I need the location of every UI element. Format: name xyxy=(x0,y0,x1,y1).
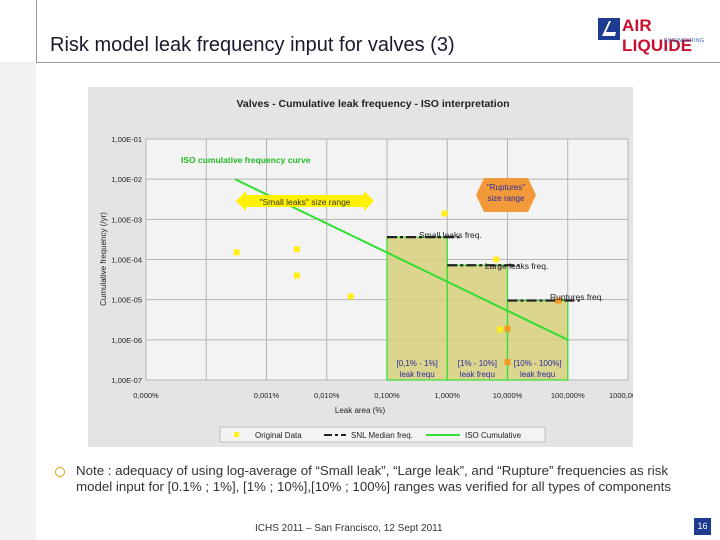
header-left-rule xyxy=(36,0,37,62)
logo-text: AIR LIQUIDE xyxy=(622,16,693,55)
y-tick-label: 1,00E-02 xyxy=(112,175,142,184)
legend-box xyxy=(219,426,546,443)
x-tick-label: 100,000% xyxy=(551,391,585,400)
page-number: 16 xyxy=(694,518,711,535)
y-tick-label: 1,00E-05 xyxy=(112,296,142,305)
small-leaks-range-arrow xyxy=(236,191,374,211)
small-leaks-freq-label: Small leaks freq. xyxy=(419,230,482,240)
left-sidebar-band xyxy=(0,62,36,540)
legend-marker-original xyxy=(234,432,239,437)
x-tick-label: 0,000% xyxy=(133,391,159,400)
y-tick-label: 1,00E-07 xyxy=(112,376,142,385)
legend-label-snl: SNL Median freq. xyxy=(351,431,413,440)
x-axis-label: Leak area (%) xyxy=(335,406,386,415)
y-tick-label: 1,00E-03 xyxy=(112,215,142,224)
y-tick-label: 1,00E-06 xyxy=(112,336,142,345)
x-tick-label: 0,010% xyxy=(314,391,340,400)
band-label: [0,1% - 1%] leak frequ xyxy=(396,359,437,379)
x-tick-label: 0,001% xyxy=(254,391,280,400)
data-point xyxy=(504,359,511,366)
data-point xyxy=(496,326,503,333)
chart-title: Valves - Cumulative leak frequency - ISO… xyxy=(236,98,509,110)
data-point xyxy=(293,272,300,279)
frequency-band xyxy=(506,299,569,381)
data-point xyxy=(347,293,354,300)
ruptures-freq-label: Ruptures freq. xyxy=(550,292,604,302)
band-label: [10% - 100%] leak frequ xyxy=(514,359,562,379)
y-tick-label: 1,00E-01 xyxy=(112,135,142,144)
bullet-icon xyxy=(55,467,65,477)
y-tick-label: 1,00E-04 xyxy=(112,256,142,265)
frequency-band xyxy=(386,236,448,381)
x-tick-label: 1000,000% xyxy=(609,391,633,400)
iso-curve-label: ISO cumulative frequency curve xyxy=(181,155,311,165)
frequency-band xyxy=(446,264,509,381)
data-point xyxy=(504,325,511,332)
ruptures-range-arrow xyxy=(476,178,536,212)
small-leaks-range-label: "Small leaks" size range xyxy=(259,197,350,207)
slide-title: Risk model leak frequency input for valv… xyxy=(50,34,455,56)
note-text: Note : adequacy of using log-average of … xyxy=(76,463,671,494)
chart-container: "Small leaks" size range "Ruptures" size r… xyxy=(88,87,633,447)
company-logo: AIR LIQUIDE ENGINEERING xyxy=(598,14,712,55)
data-point xyxy=(233,249,240,256)
large-leaks-freq-label: Large leaks freq. xyxy=(485,261,548,271)
x-tick-label: 0,100% xyxy=(374,391,400,400)
band-label: [1% - 10%] leak frequ xyxy=(458,359,497,379)
x-tick-label: 10,000% xyxy=(493,391,523,400)
x-tick-label: 1,000% xyxy=(435,391,461,400)
chart-svg: "Small leaks" size range "Ruptures" size r… xyxy=(99,98,633,443)
data-point xyxy=(293,246,300,253)
header-rule xyxy=(36,62,720,63)
logo-mark-icon xyxy=(598,18,620,40)
ruptures-range-label: "Ruptures" size range xyxy=(487,183,525,203)
logo-subtext: ENGINEERING xyxy=(664,38,705,44)
legend-label-iso: ISO Cumulative xyxy=(465,431,522,440)
data-point xyxy=(555,297,562,304)
data-point xyxy=(441,210,448,217)
y-axis-label: Cumulative frequency (/yr) xyxy=(99,212,108,306)
legend-label-original: Original Data xyxy=(255,431,302,440)
data-point xyxy=(493,256,500,263)
footer-text: ICHS 2011 – San Francisco, 12 Sept 2011 xyxy=(255,523,443,534)
